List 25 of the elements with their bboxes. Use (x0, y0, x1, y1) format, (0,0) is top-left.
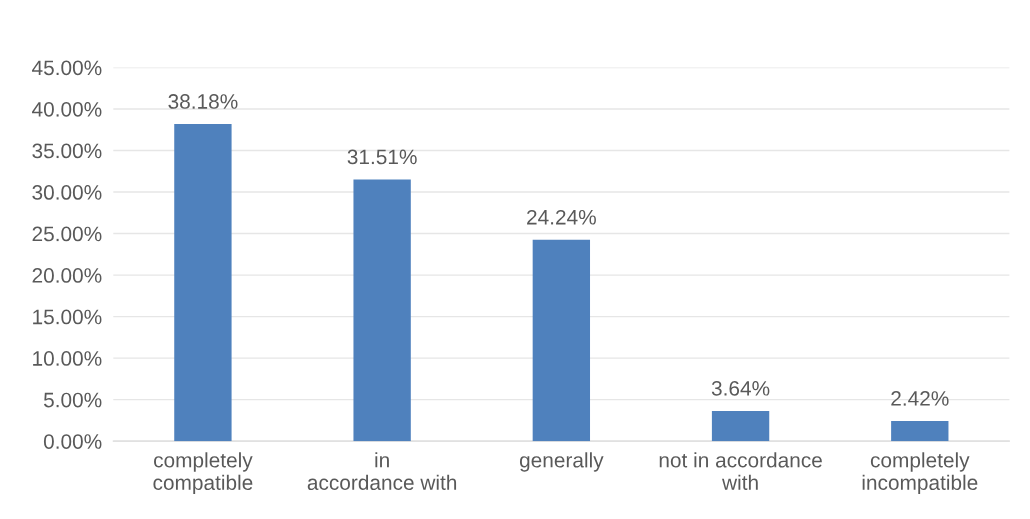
x-tick-label: in accordance with (307, 452, 457, 490)
y-tick-label: 25.00% (32, 226, 102, 242)
y-tick-label: 15.00% (33, 309, 102, 325)
y-tick-label: 30.00% (32, 185, 102, 200)
data-label: 2.42% (891, 391, 949, 406)
bar (532, 239, 591, 442)
y-tick-label: 0.00% (43, 434, 102, 449)
data-label: 31.51% (347, 149, 417, 165)
y-tick-label: 5.00% (43, 392, 102, 408)
bar (891, 421, 949, 442)
data-label: 3.64% (711, 380, 770, 396)
bar (353, 179, 411, 442)
x-tick-label: completely compatible (153, 452, 253, 495)
bar (174, 124, 232, 442)
data-label: 24.24% (527, 209, 596, 225)
x-tick-label: completely incompatible (862, 452, 978, 495)
y-tick-label: 10.00% (33, 351, 102, 366)
data-label: 38.18% (168, 94, 238, 109)
y-tick-label: 35.00% (32, 143, 102, 159)
x-tick-label: not in accordance with (659, 452, 822, 490)
y-tick-label: 45.00% (32, 60, 102, 76)
y-tick-label: 40.00% (32, 101, 102, 117)
x-tick-label: generally (519, 452, 604, 472)
bar (711, 410, 770, 442)
y-tick-label: 20.00% (32, 268, 102, 283)
